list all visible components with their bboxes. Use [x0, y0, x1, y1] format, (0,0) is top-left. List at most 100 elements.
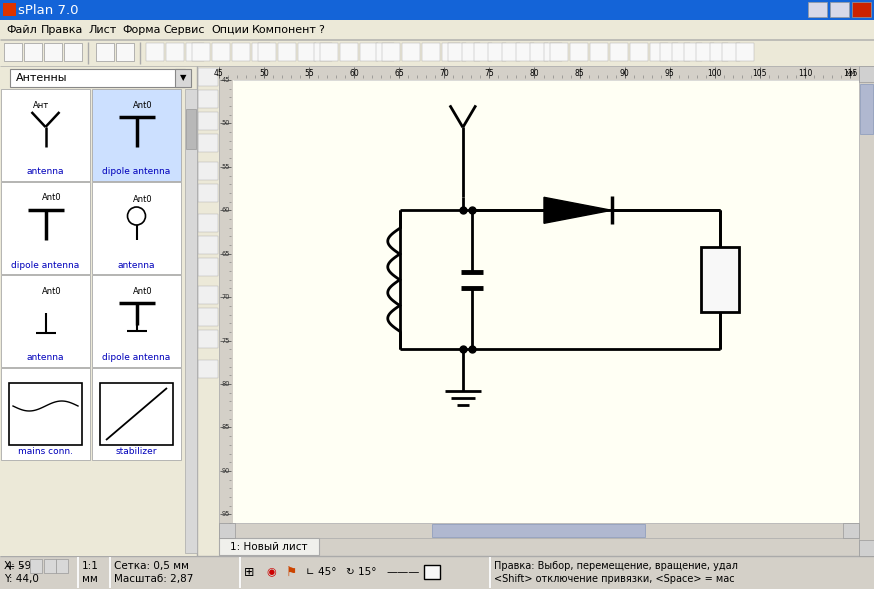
Bar [684, 43, 702, 61]
Bar [92, 275, 181, 367]
Text: X: 59,5: X: 59,5 [4, 561, 41, 571]
Text: 105: 105 [753, 68, 767, 78]
Bar [0, 538, 874, 556]
Bar [298, 43, 316, 61]
Bar [489, 557, 491, 588]
Text: 65: 65 [394, 68, 404, 78]
Text: + -: + - [5, 560, 24, 573]
Bar [462, 43, 480, 61]
Bar [185, 89, 197, 553]
Text: 45: 45 [214, 68, 224, 78]
Bar [10, 69, 185, 87]
Bar [219, 538, 319, 555]
Bar [166, 43, 184, 61]
Text: 90: 90 [222, 468, 230, 474]
Text: 60: 60 [350, 68, 359, 78]
Text: Форма: Форма [123, 25, 162, 35]
Text: 85: 85 [575, 68, 585, 78]
Bar [843, 523, 859, 538]
Bar [722, 43, 740, 61]
Bar [239, 557, 241, 588]
Text: 70: 70 [440, 68, 449, 78]
Bar [197, 66, 219, 556]
Bar [860, 84, 873, 134]
Bar [198, 162, 218, 180]
Bar [442, 43, 460, 61]
Bar [701, 247, 739, 312]
Text: Правка: Правка [41, 25, 83, 35]
Bar [859, 66, 874, 556]
Bar [77, 557, 79, 588]
Bar [198, 214, 218, 232]
Bar [64, 43, 82, 61]
Bar [1, 182, 90, 274]
Bar [672, 43, 690, 61]
Text: ———: ——— [386, 567, 420, 577]
Bar [710, 43, 728, 61]
Bar [432, 524, 645, 537]
Bar [630, 43, 648, 61]
Text: Файл: Файл [6, 25, 37, 35]
Bar [96, 43, 114, 61]
Bar [116, 43, 134, 61]
Bar [402, 43, 420, 61]
Text: Ант: Ант [33, 101, 50, 110]
Text: 1: Новый лист: 1: Новый лист [230, 542, 308, 552]
Text: dipole antenna: dipole antenna [102, 167, 170, 177]
Text: 110: 110 [798, 68, 812, 78]
Text: 70: 70 [222, 294, 230, 300]
Bar [650, 43, 668, 61]
Bar [424, 565, 440, 579]
Bar [44, 559, 56, 573]
Bar [530, 43, 548, 61]
Bar [0, 0, 874, 20]
Text: Y: 44,0: Y: 44,0 [4, 574, 38, 584]
Text: 60: 60 [222, 207, 230, 213]
Bar [859, 66, 874, 82]
Text: 95: 95 [222, 511, 230, 517]
Bar [198, 330, 218, 348]
Text: antenna: antenna [118, 260, 156, 270]
Bar [610, 43, 628, 61]
Text: Ant0: Ant0 [133, 101, 152, 110]
Text: ∟ 45°: ∟ 45° [306, 567, 336, 577]
Text: Ant0: Ant0 [42, 194, 61, 203]
Text: 90: 90 [620, 68, 629, 78]
Bar [736, 43, 754, 61]
Bar [1, 275, 90, 367]
Text: Опции: Опции [211, 25, 249, 35]
Text: dipole antenna: dipole antenna [102, 353, 170, 362]
Bar [198, 286, 218, 304]
Bar [382, 43, 400, 61]
Text: 80: 80 [222, 381, 230, 387]
Text: Правка: Выбор, перемещение, вращение, удал: Правка: Выбор, перемещение, вращение, уд… [494, 561, 738, 571]
Text: 55: 55 [304, 68, 314, 78]
Bar [859, 540, 874, 556]
Bar [448, 43, 466, 61]
Bar [0, 20, 874, 40]
Bar [314, 43, 332, 61]
Text: Антенны: Антенны [16, 73, 67, 83]
Text: Масштаб: 2,87: Масштаб: 2,87 [114, 574, 193, 584]
Bar [109, 557, 111, 588]
Bar [660, 43, 678, 61]
Bar [258, 43, 276, 61]
Bar [92, 89, 181, 181]
Bar [198, 308, 218, 326]
Text: Ant0: Ant0 [42, 286, 61, 296]
Bar [0, 66, 197, 556]
Text: 75: 75 [222, 337, 230, 343]
Bar [212, 43, 230, 61]
Bar [474, 43, 492, 61]
Circle shape [128, 207, 145, 225]
Bar [198, 90, 218, 108]
Bar [9, 383, 82, 445]
Bar [186, 43, 204, 61]
Bar [198, 360, 218, 378]
Bar [488, 43, 506, 61]
Bar [422, 43, 440, 61]
Bar [1, 89, 90, 181]
Bar [198, 134, 218, 152]
Bar [175, 69, 191, 87]
Text: 45: 45 [222, 77, 230, 83]
